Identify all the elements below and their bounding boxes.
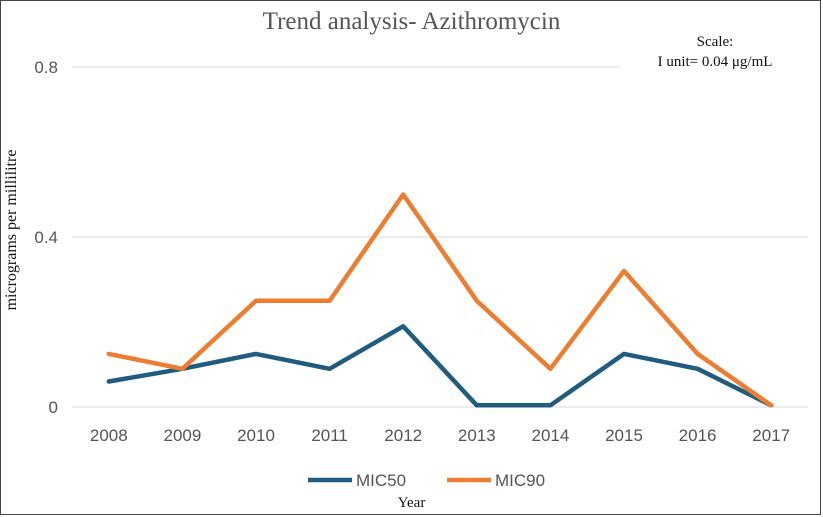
x-tick-label: 2008	[90, 426, 128, 445]
x-tick-label: 2017	[752, 426, 790, 445]
x-tick-label: 2016	[679, 426, 717, 445]
x-tick-labels: 2008 2009 2010 2011 2012 2013 2014 2015 2016 2017	[90, 426, 790, 445]
series-line-mic50	[106, 324, 774, 408]
x-axis-label: Year	[397, 495, 426, 511]
chart-title: Trend analysis- Azithromycin	[262, 8, 561, 35]
scale-annotation-line1: Scale:	[696, 34, 734, 50]
y-tick-label: 0	[49, 398, 58, 417]
x-tick-label: 2014	[531, 426, 569, 445]
x-tick-label: 2015	[605, 426, 643, 445]
y-tick-label: 0.4	[34, 228, 58, 247]
legend-label-mic50: MIC50	[356, 471, 406, 490]
series-lines	[106, 192, 774, 408]
legend: MIC50 MIC90	[308, 471, 545, 490]
x-tick-label: 2012	[384, 426, 422, 445]
legend-label-mic90: MIC90	[495, 471, 545, 490]
x-tick-label: 2010	[237, 426, 275, 445]
series-line-mic90	[106, 192, 774, 408]
scale-annotation: Scale: I unit= 0.04 μg/mL	[620, 32, 810, 72]
y-axis-label: micrograms per millilitre	[3, 149, 20, 311]
x-tick-label: 2013	[458, 426, 496, 445]
y-tick-labels: 0 0.4 0.8	[34, 58, 58, 417]
x-tick-label: 2009	[163, 426, 201, 445]
scale-annotation-line2: I unit= 0.04 μg/mL	[657, 54, 773, 70]
x-tick-label: 2011	[311, 426, 348, 445]
y-tick-label: 0.8	[34, 58, 58, 77]
